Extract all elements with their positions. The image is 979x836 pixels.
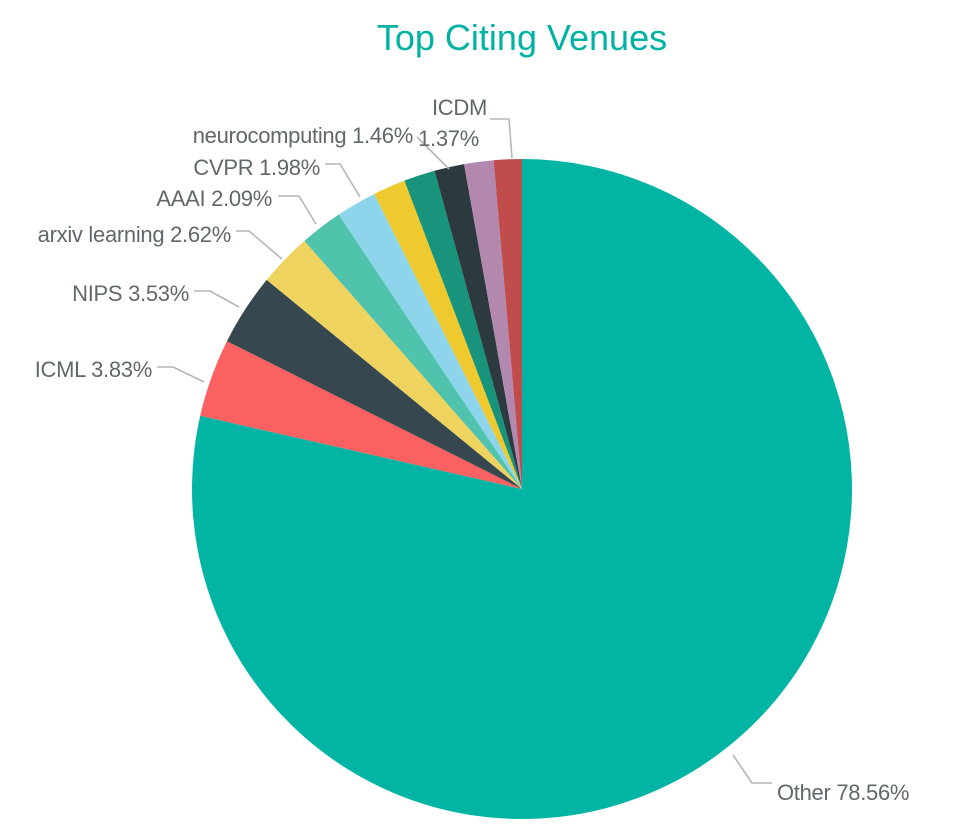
slice-label-neurocomputing: neurocomputing 1.46% [193, 123, 413, 148]
leader-lines [157, 118, 772, 784]
slice-label-arxiv-learning: arxiv learning 2.62% [38, 222, 231, 247]
slice-label-aaai: AAAI 2.09% [156, 186, 272, 211]
leader-line-arxiv-learning [236, 230, 283, 260]
leader-line-aaai [278, 195, 317, 225]
leader-line-cvpr [325, 163, 361, 198]
leader-line-icdm [490, 118, 513, 159]
pie-slice-other[interactable] [191, 159, 852, 819]
pie-slice-cvpr[interactable] [338, 193, 522, 489]
pie-slice-unlabeled-6[interactable] [374, 180, 522, 490]
slice-label-nips: NIPS 3.53% [72, 281, 189, 306]
leader-line-icml [157, 366, 205, 383]
slice-labels: Other 78.56% ICML 3.83% NIPS 3.53% arxiv le… [35, 95, 910, 805]
slice-label-other: Other 78.56% [777, 780, 909, 805]
pie-slices [191, 159, 852, 819]
chart-title: Top Citing Venues [377, 17, 667, 58]
slice-label-icml: ICML 3.83% [35, 357, 152, 382]
slice-label-cvpr: CVPR 1.98% [193, 155, 320, 180]
pie-slice-neurocomputing[interactable] [434, 164, 522, 489]
pie-slice-icml[interactable] [200, 341, 522, 489]
leader-line-other [732, 754, 772, 784]
pie-slice-aaai[interactable] [304, 214, 522, 489]
leader-line-nips [194, 290, 240, 308]
slice-label-icdm: 1.37% [418, 126, 479, 151]
slice-label-icdm: ICDM [432, 95, 487, 120]
pie-slice-unlabeled-7[interactable] [404, 170, 522, 489]
pie-slice-nips[interactable] [226, 279, 522, 489]
pie-slice-arxiv-learning[interactable] [266, 240, 522, 489]
pie-slice-icdm[interactable] [493, 159, 522, 489]
pie-slice-unlabeled-9[interactable] [464, 160, 522, 489]
leader-line-neurocomputing [416, 136, 450, 170]
